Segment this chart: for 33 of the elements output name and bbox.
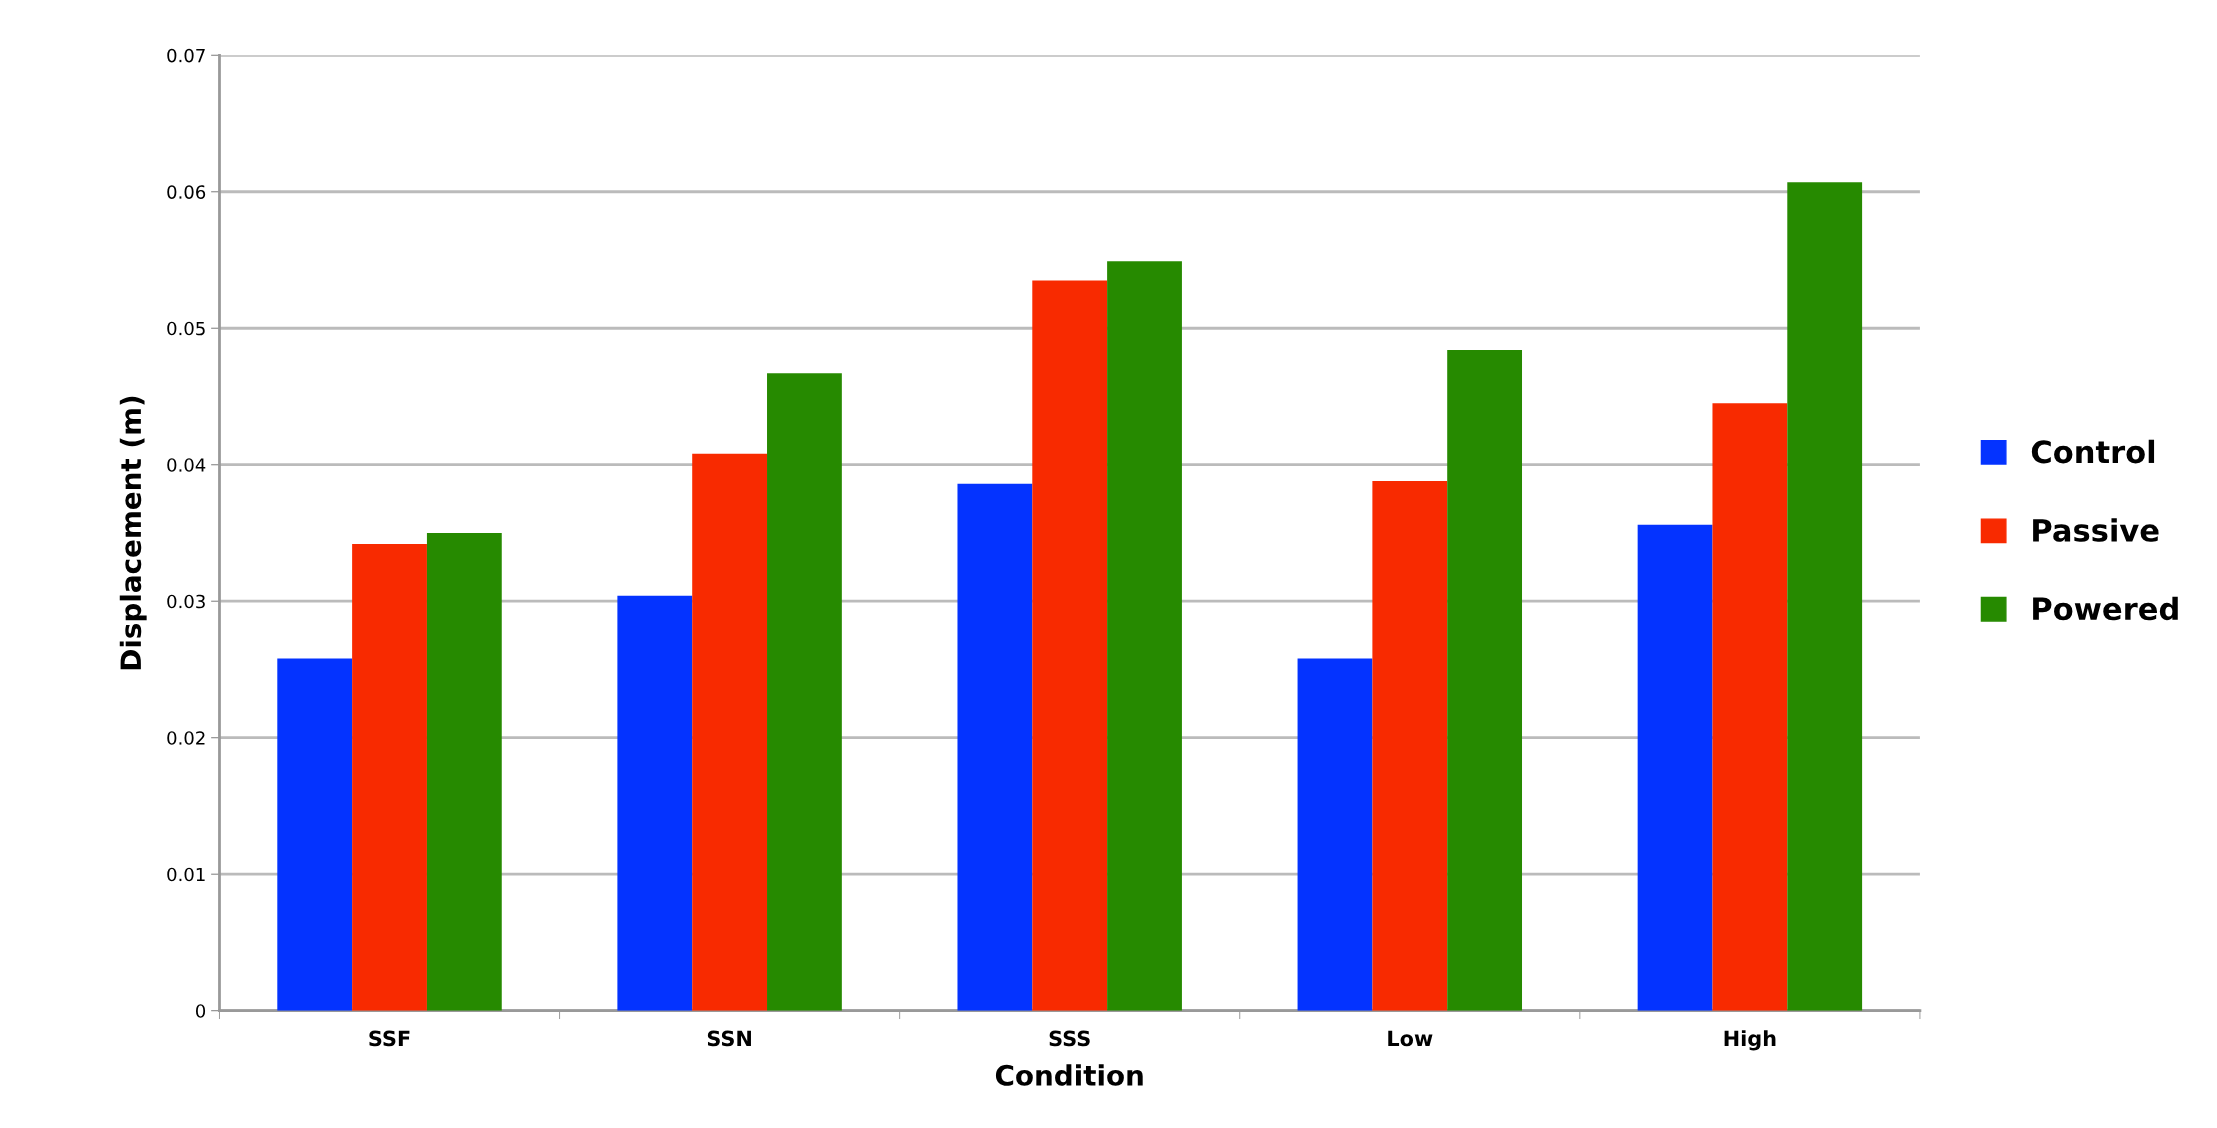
bar (1372, 481, 1448, 1011)
y-tick-label: 0 (195, 1004, 206, 1018)
y-tick-label: 0.05 (167, 321, 205, 336)
y-tick-label: 0.03 (167, 594, 205, 609)
y-tick-label: 0.01 (167, 867, 205, 882)
legend-label: Control (2031, 439, 2155, 464)
legend-label: Powered (2033, 596, 2178, 621)
bar (1787, 182, 1863, 1011)
x-tick-label: SSF (369, 1030, 410, 1047)
y-tick-label: 0.04 (167, 458, 206, 472)
y-tick-label: 0.06 (167, 185, 206, 199)
legend-label: Passive (2033, 518, 2159, 542)
bar (1107, 261, 1182, 1011)
bar (277, 658, 353, 1011)
y-tick-label: 0.02 (167, 731, 205, 745)
x-tick-label: SSS (1049, 1030, 1090, 1047)
bar (1447, 350, 1523, 1011)
y-axis-title: Displacement (m) (119, 396, 147, 670)
bar (617, 595, 693, 1011)
bar (767, 373, 842, 1011)
bar (426, 532, 502, 1011)
x-tick-label: SSN (707, 1030, 751, 1047)
bar (957, 483, 1033, 1011)
y-tick-label: 0.07 (167, 48, 205, 63)
bar (352, 543, 427, 1011)
bar (1712, 403, 1788, 1011)
x-tick-label: Low (1388, 1030, 1433, 1047)
x-axis-title: Condition (995, 1064, 1143, 1086)
bar (1297, 658, 1373, 1011)
x-tick-label: High (1724, 1030, 1776, 1051)
bar (692, 453, 768, 1011)
bar (1032, 280, 1108, 1011)
bar (1637, 524, 1713, 1011)
